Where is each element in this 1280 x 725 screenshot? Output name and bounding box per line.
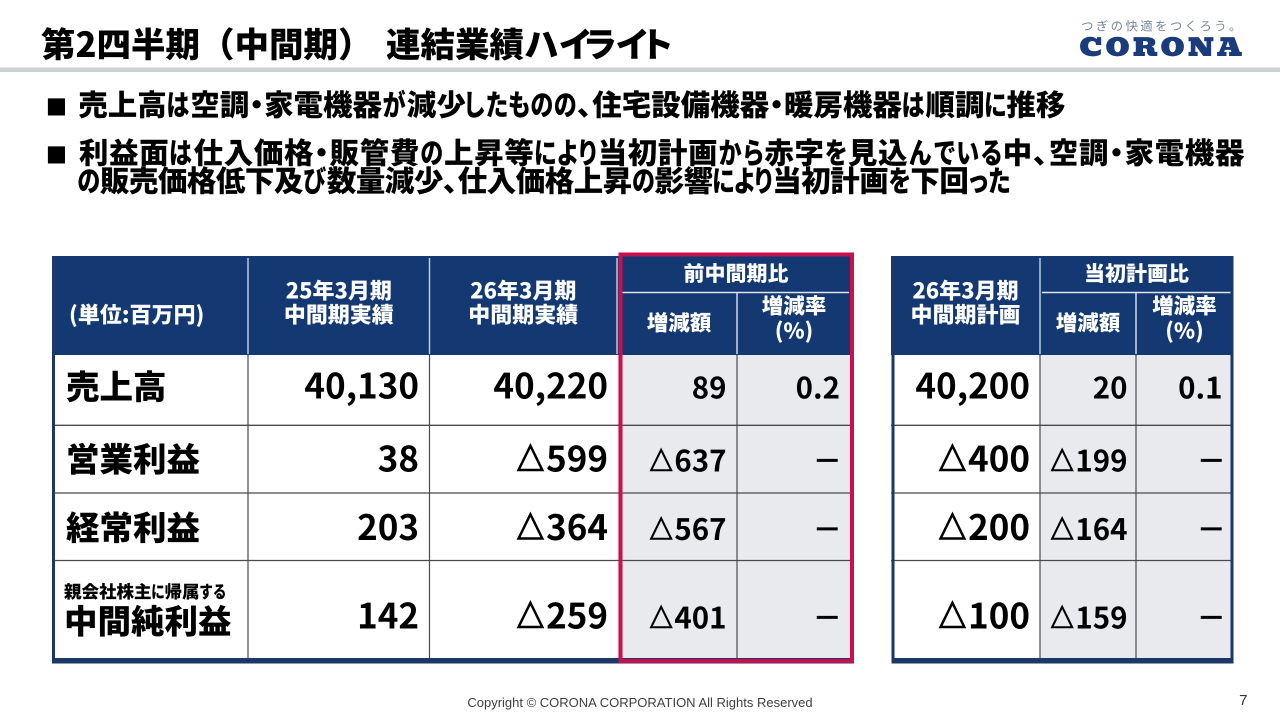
svg-text:Copyright © CORONA CORPORATION: Copyright © CORONA CORPORATION All Right… [467,695,812,710]
svg-text:7: 7 [1239,692,1247,709]
